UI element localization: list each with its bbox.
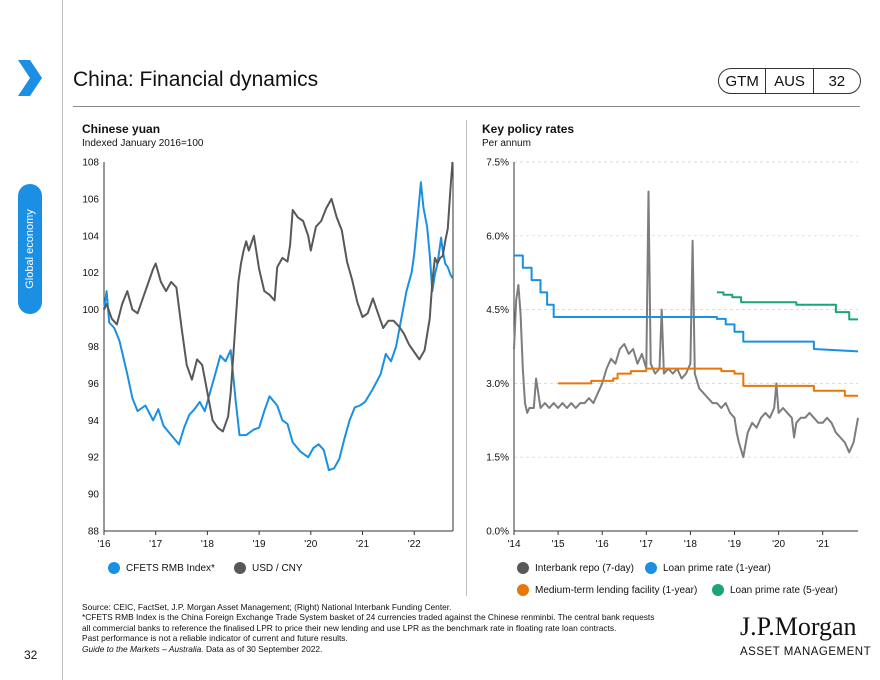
x-tick-label: '14 — [507, 539, 520, 550]
legend-lpr1: Loan prime rate (1-year) — [645, 562, 771, 574]
y-tick-label: 108 — [82, 158, 99, 169]
x-tick-label: '15 — [552, 539, 565, 550]
x-tick-label: '21 — [356, 539, 369, 550]
legend-dot-gray — [517, 562, 529, 574]
legend-label: USD / CNY — [252, 562, 303, 574]
x-tick-label: '16 — [596, 539, 609, 550]
side-tab-global-economy[interactable]: Global economy — [18, 184, 42, 314]
y-tick-label: 3.0% — [486, 379, 509, 390]
series-line-medium-term-lending-facility-1-year- — [558, 367, 858, 397]
y-tick-label: 4.5% — [486, 305, 509, 316]
x-tick-label: '20 — [772, 539, 785, 550]
legend-label: CFETS RMB Index* — [126, 562, 215, 574]
series-line-interbank-repo-7-day- — [513, 190, 859, 459]
left-chart-title: Chinese yuan — [82, 122, 161, 136]
badge-gtm: GTM — [725, 72, 759, 90]
page-number: 32 — [24, 648, 38, 662]
y-tick-label: 88 — [88, 527, 100, 538]
x-tick-label: '18 — [684, 539, 697, 550]
x-tick-label: '21 — [816, 539, 829, 550]
badge-page: 32 — [812, 69, 860, 93]
guide-date: Data as of 30 September 2022. — [203, 643, 323, 654]
footnote-3: Past performance is not a reliable indic… — [82, 633, 348, 644]
left-rule — [62, 0, 63, 680]
y-tick-label: 6.0% — [486, 231, 509, 242]
asset-management-tagline: ASSET MANAGEMENT — [740, 646, 872, 658]
y-tick-label: 92 — [88, 453, 100, 464]
y-tick-label: 96 — [88, 379, 100, 390]
x-tick-label: '20 — [304, 539, 317, 550]
series-line-cfets-rmb-index- — [103, 181, 454, 472]
legend-cfets: CFETS RMB Index* — [108, 562, 215, 574]
x-tick-label: '16 — [97, 539, 110, 550]
footnote-2: all commercial banks to reference the fi… — [82, 622, 617, 633]
legend-dot-blue — [108, 562, 120, 574]
legend-dot-orange — [517, 584, 529, 596]
right-chart-subtitle: Per annum — [482, 138, 531, 149]
y-tick-label: 102 — [82, 268, 99, 279]
footnotes: Source: CEIC, FactSet, J.P. Morgan Asset… — [82, 602, 732, 654]
badge-region: AUS — [765, 69, 812, 93]
page-badge: GTM AUS 32 — [718, 68, 861, 94]
panel-divider — [466, 120, 467, 596]
series-line-loan-prime-rate-5-year- — [716, 291, 858, 321]
legend-label: Medium-term lending facility (1-year) — [535, 584, 698, 596]
left-chart-subtitle: Indexed January 2016=100 — [82, 138, 204, 149]
series-line-usd-cny — [103, 161, 454, 433]
guide-title: Guide to the Markets – Australia. — [82, 643, 204, 654]
legend-repo: Interbank repo (7-day) — [517, 562, 634, 574]
title-rule — [73, 106, 860, 107]
x-tick-label: '18 — [201, 539, 214, 550]
legend-dot-gray — [234, 562, 246, 574]
x-tick-label: '22 — [408, 539, 421, 550]
legend-dot-green — [712, 584, 724, 596]
legend-usdcny: USD / CNY — [234, 562, 303, 574]
legend-dot-blue — [645, 562, 657, 574]
y-tick-label: 104 — [82, 231, 99, 242]
footnote-1: *CFETS RMB Index is the China Foreign Ex… — [82, 612, 655, 623]
legend-lpr5: Loan prime rate (5-year) — [712, 584, 838, 596]
x-tick-label: '19 — [728, 539, 741, 550]
guide-note: Guide to the Markets – Australia. Data a… — [82, 644, 732, 654]
legend-label: Loan prime rate (5-year) — [730, 584, 838, 596]
legend-label: Loan prime rate (1-year) — [663, 562, 771, 574]
x-tick-label: '19 — [253, 539, 266, 550]
legend-label: Interbank repo (7-day) — [535, 562, 634, 574]
y-tick-label: 106 — [82, 194, 99, 205]
series-line-loan-prime-rate-1-year- — [514, 254, 859, 353]
x-tick-label: '17 — [149, 539, 162, 550]
y-tick-label: 98 — [88, 342, 100, 353]
y-tick-label: 0.0% — [486, 527, 509, 538]
y-tick-label: 94 — [88, 416, 100, 427]
y-tick-label: 100 — [82, 305, 99, 316]
legend-mlf: Medium-term lending facility (1-year) — [517, 584, 697, 596]
chevron-right-icon[interactable] — [14, 58, 44, 98]
right-chart-title: Key policy rates — [482, 122, 575, 136]
y-tick-label: 90 — [88, 490, 100, 501]
page-title: China: Financial dynamics — [73, 68, 319, 91]
jpmorgan-logo: J.P.Morgan — [740, 612, 857, 641]
x-tick-label: '17 — [640, 539, 653, 550]
y-tick-label: 7.5% — [486, 158, 509, 169]
source-note: Source: CEIC, FactSet, J.P. Morgan Asset… — [82, 602, 452, 612]
y-tick-label: 1.5% — [486, 453, 509, 464]
